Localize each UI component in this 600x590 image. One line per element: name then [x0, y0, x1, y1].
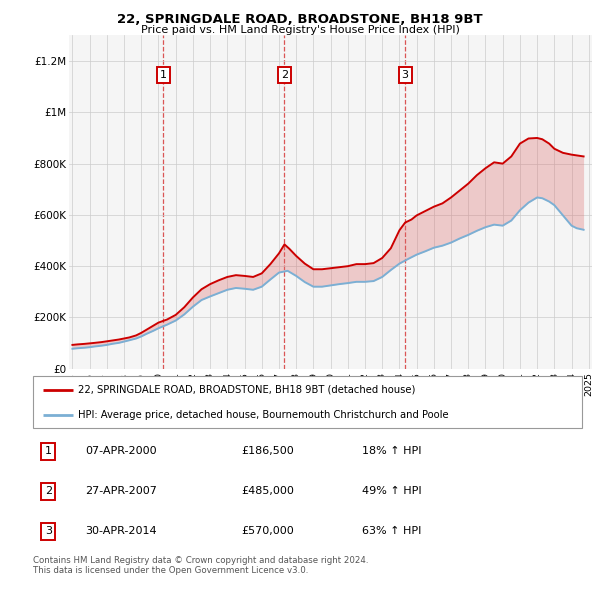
Text: 1: 1 — [45, 446, 52, 456]
Text: 2: 2 — [281, 70, 288, 80]
Text: £186,500: £186,500 — [242, 446, 295, 456]
Text: 2: 2 — [45, 486, 52, 496]
Text: £485,000: £485,000 — [242, 486, 295, 496]
Text: This data is licensed under the Open Government Licence v3.0.: This data is licensed under the Open Gov… — [33, 566, 308, 575]
Text: £570,000: £570,000 — [242, 526, 295, 536]
FancyBboxPatch shape — [33, 376, 582, 428]
Text: 18% ↑ HPI: 18% ↑ HPI — [362, 446, 422, 456]
Text: 27-APR-2007: 27-APR-2007 — [85, 486, 157, 496]
Text: 3: 3 — [45, 526, 52, 536]
Text: 63% ↑ HPI: 63% ↑ HPI — [362, 526, 422, 536]
Text: 49% ↑ HPI: 49% ↑ HPI — [362, 486, 422, 496]
Text: 3: 3 — [401, 70, 409, 80]
Text: 07-APR-2000: 07-APR-2000 — [85, 446, 157, 456]
Text: Contains HM Land Registry data © Crown copyright and database right 2024.: Contains HM Land Registry data © Crown c… — [33, 556, 368, 565]
Text: Price paid vs. HM Land Registry's House Price Index (HPI): Price paid vs. HM Land Registry's House … — [140, 25, 460, 35]
Text: 22, SPRINGDALE ROAD, BROADSTONE, BH18 9BT (detached house): 22, SPRINGDALE ROAD, BROADSTONE, BH18 9B… — [78, 385, 415, 395]
Text: 1: 1 — [160, 70, 167, 80]
Text: 30-APR-2014: 30-APR-2014 — [85, 526, 157, 536]
Text: HPI: Average price, detached house, Bournemouth Christchurch and Poole: HPI: Average price, detached house, Bour… — [78, 410, 449, 420]
Text: 22, SPRINGDALE ROAD, BROADSTONE, BH18 9BT: 22, SPRINGDALE ROAD, BROADSTONE, BH18 9B… — [117, 13, 483, 26]
